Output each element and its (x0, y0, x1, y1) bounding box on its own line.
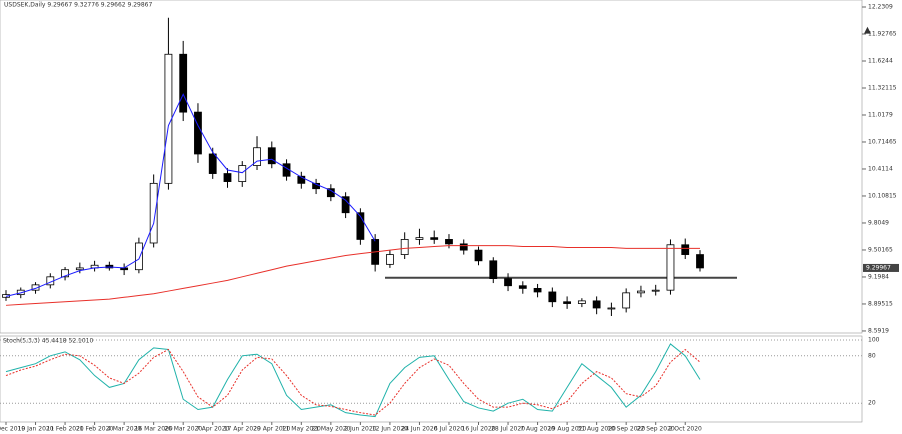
y-tick-label: 20 (868, 400, 876, 407)
candle-body (563, 301, 572, 304)
y-tick-label: 11.32115 (868, 84, 897, 91)
candle-body (179, 53, 188, 113)
candle-body (518, 285, 527, 289)
candle-body (415, 237, 424, 240)
candle-body (681, 244, 690, 255)
candle-body (149, 182, 158, 244)
x-tick-label: 30 Dec 2019 (0, 426, 25, 433)
y-tick-label: 9.1984 (868, 273, 889, 280)
candle-body (430, 237, 439, 240)
candle-body (164, 53, 173, 184)
x-tick-label: 21 Feb 2020 (76, 426, 114, 433)
stoch-title: Stoch(5,3,3) 45.4418 52.1010 (3, 338, 94, 345)
candle-body (504, 278, 512, 287)
candle-body (400, 239, 409, 255)
x-tick-label: 4 Mar 2020 (107, 426, 141, 433)
x-tick-label: 2 Jun 2020 (344, 426, 376, 433)
candle-body (637, 290, 645, 294)
x-tick-label: 31 Aug 2020 (577, 426, 616, 433)
x-tick-label: 11 Feb 2020 (46, 426, 84, 433)
y-tick-label: 10.71465 (868, 138, 897, 145)
y-tick-label: 9.50165 (868, 246, 893, 253)
candle-body (134, 242, 143, 271)
x-tick-label: 10 Jan 2020 (18, 426, 54, 433)
x-tick-label: 6 Jul 2020 (434, 426, 464, 433)
candle-body (267, 147, 276, 165)
y-tick-label: 8.89515 (868, 300, 893, 307)
indicator-line (5, 245, 700, 306)
x-tick-label: 28 Jul 2020 (491, 426, 525, 433)
y-tick-label: 9.8049 (868, 219, 889, 226)
price-pane (0, 0, 863, 334)
indicator-line (5, 348, 701, 416)
x-tick-label: 12 Jun 2020 (372, 426, 408, 433)
candle-body (533, 287, 542, 293)
y-tick-label: 100 (868, 337, 880, 344)
x-tick-label: 24 Jun 2020 (401, 426, 437, 433)
candle-body (607, 307, 616, 310)
x-tick-label: 7 Apr 2020 (196, 426, 229, 433)
x-tick-label: 10 Sep 2020 (607, 426, 645, 433)
y-tick-label: 10.10815 (868, 192, 897, 199)
candle-body (386, 254, 394, 265)
last-price-box (863, 263, 899, 272)
candle-body (208, 153, 217, 174)
y-tick-label: 80 (868, 352, 876, 359)
y-tick-label: 8.5919 (868, 327, 889, 334)
candle-body (459, 243, 468, 251)
candle-body (622, 292, 631, 309)
candle-body (489, 260, 498, 280)
indicator-line (5, 93, 376, 297)
candle-body (75, 267, 84, 271)
candle-body (223, 173, 232, 182)
candle-body (194, 111, 202, 155)
candle-body (651, 289, 660, 292)
x-tick-label: 11 May 2020 (282, 426, 321, 433)
stoch-pane (0, 335, 863, 423)
x-tick-label: 19 Aug 2020 (548, 426, 587, 433)
candle-body (445, 239, 453, 245)
more-button[interactable]: ▲ (864, 26, 871, 36)
candle-body (253, 147, 261, 166)
candle-body (31, 284, 40, 291)
candle-body (61, 269, 69, 278)
x-tick-label: 16 Mar 2020 (135, 426, 173, 433)
x-tick-label: 21 May 2020 (311, 426, 350, 433)
x-tick-label: 17 Apr 2020 (224, 426, 261, 433)
x-tick-label: 2 Oct 2020 (669, 426, 702, 433)
candle-body (297, 175, 306, 184)
y-tick-label: 11.0179 (868, 111, 893, 118)
x-tick-label: 22 Sep 2020 (637, 426, 675, 433)
candle-body (548, 291, 557, 303)
x-tick-label: 16 Jul 2020 (462, 426, 496, 433)
candle-body (666, 244, 675, 291)
x-tick-label: 29 Apr 2020 (253, 426, 290, 433)
y-tick-label: 12.2309 (868, 3, 893, 10)
y-tick-label: 10.4114 (868, 165, 893, 172)
x-tick-label: 26 Mar 2020 (164, 426, 202, 433)
candle-body (592, 300, 601, 309)
y-tick-label: 11.6244 (868, 57, 893, 64)
candle-body (474, 249, 483, 262)
last-price-label: 9.29967 (866, 264, 891, 271)
candle-body (238, 165, 247, 182)
candle-body (577, 300, 586, 304)
candle-body (696, 254, 704, 269)
indicator-line (5, 343, 701, 418)
candle-body (356, 212, 365, 240)
y-tick-label: 11.92765 (868, 30, 897, 37)
chart-title: USDSEK,Daily 9.29667 9.32776 9.29662 9.2… (4, 2, 153, 9)
x-tick-label: 7 Aug 2020 (520, 426, 555, 433)
